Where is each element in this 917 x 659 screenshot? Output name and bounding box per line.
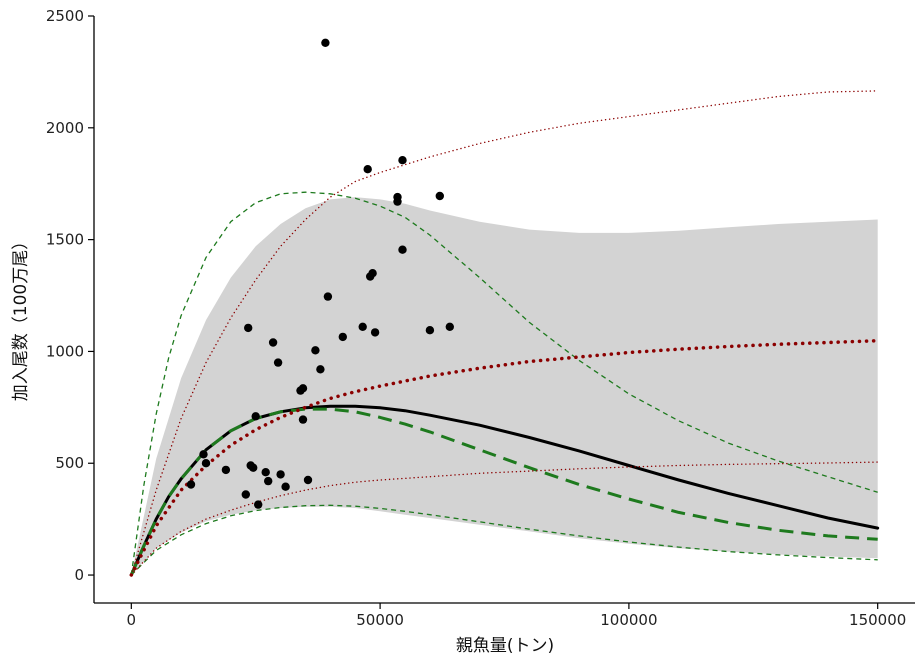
data-point: [268, 338, 278, 347]
data-point: [199, 450, 208, 459]
data-point: [370, 328, 380, 337]
data-point: [281, 482, 290, 491]
data-point: [398, 156, 407, 165]
data-point: [221, 465, 231, 475]
data-point: [363, 165, 372, 174]
x-tick-label: 50000: [356, 611, 404, 629]
data-point: [264, 476, 273, 486]
data-point: [445, 322, 454, 331]
data-point: [321, 38, 330, 47]
data-point: [273, 358, 283, 367]
x-axis-label: 親魚量(トン): [456, 636, 554, 656]
data-point: [338, 332, 347, 342]
data-point: [298, 415, 308, 424]
series-line-solid-black: [129, 404, 880, 577]
data-point: [311, 346, 320, 355]
data-point: [425, 326, 435, 335]
axes: 0 50000 100000 150000 0 500 1000 1500 2000 2500: [46, 7, 915, 629]
y-tick-label: 0: [74, 566, 84, 584]
data-point: [251, 412, 260, 421]
data-point: [316, 365, 325, 374]
data-point: [298, 384, 308, 393]
series-line-dotted-red-thick: [129, 338, 880, 577]
series-line-dashed-green-thick: [129, 407, 878, 576]
observed-points: [186, 38, 454, 509]
data-point: [244, 323, 253, 333]
data-point: [303, 475, 313, 485]
data-point: [393, 197, 402, 206]
y-tick-label: 1000: [46, 342, 84, 360]
data-point: [249, 463, 258, 472]
data-point: [398, 245, 407, 254]
model-lines: [129, 90, 880, 577]
series-line-dashed-green-thin-lower: [130, 504, 878, 576]
data-point: [323, 292, 333, 301]
y-axis-label: 加入尾数（100万尾）: [11, 233, 31, 401]
y-tick-label: 2000: [46, 119, 84, 137]
x-tick-label: 150000: [849, 611, 906, 629]
y-tick-label: 1500: [46, 231, 84, 249]
data-point: [368, 269, 377, 278]
data-point: [358, 322, 367, 331]
data-point: [241, 490, 250, 499]
data-point: [261, 468, 270, 477]
band-area: [131, 197, 878, 575]
data-point: [201, 459, 211, 468]
data-point: [276, 470, 285, 479]
series-line-dotted-red-thin-upper: [130, 90, 879, 576]
data-point: [186, 480, 196, 489]
x-tick-label: 0: [127, 611, 137, 629]
data-point: [435, 191, 444, 201]
x-tick-label: 100000: [600, 611, 657, 629]
y-tick-label: 2500: [46, 7, 84, 25]
series-line-dashed-green-thin-upper: [130, 191, 878, 576]
series-line-dotted-red-thin-lower: [130, 461, 879, 576]
data-point: [254, 500, 263, 509]
y-tick-label: 500: [55, 454, 84, 472]
uncertainty-band: [131, 197, 878, 575]
